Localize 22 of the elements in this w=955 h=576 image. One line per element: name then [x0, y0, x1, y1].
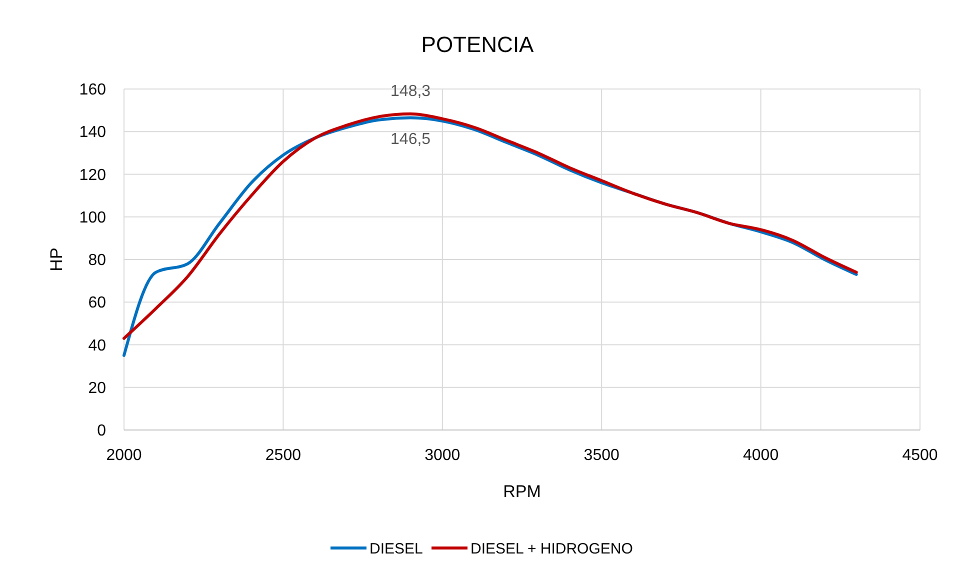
x-tick-label: 3000	[424, 447, 460, 464]
x-tick-label: 2500	[265, 447, 302, 464]
x-tick-label: 4500	[902, 447, 938, 464]
y-tick-label: 160	[79, 82, 106, 99]
legend-label: DIESEL	[370, 540, 423, 558]
y-tick-label: 40	[88, 337, 106, 354]
chart-title: POTENCIA	[421, 32, 534, 57]
y-tick-label: 140	[79, 124, 106, 142]
x-tick-label: 2000	[106, 447, 142, 464]
y-tick-label: 80	[88, 252, 106, 270]
data-label: 148,3	[390, 82, 431, 100]
y-axis-title: HP	[47, 248, 66, 272]
y-tick-label: 20	[88, 380, 106, 397]
y-tick-label: 0	[97, 422, 106, 440]
data-label: 146,5	[390, 130, 431, 148]
x-axis-title: RPM	[503, 482, 541, 501]
legend-label: DIESEL + HIDROGENO	[470, 540, 633, 558]
x-tick-label: 4000	[743, 447, 779, 464]
y-tick-label: 100	[79, 209, 106, 226]
x-tick-label: 3500	[584, 447, 620, 464]
y-tick-label: 60	[88, 294, 106, 312]
y-tick-label: 120	[79, 166, 106, 184]
